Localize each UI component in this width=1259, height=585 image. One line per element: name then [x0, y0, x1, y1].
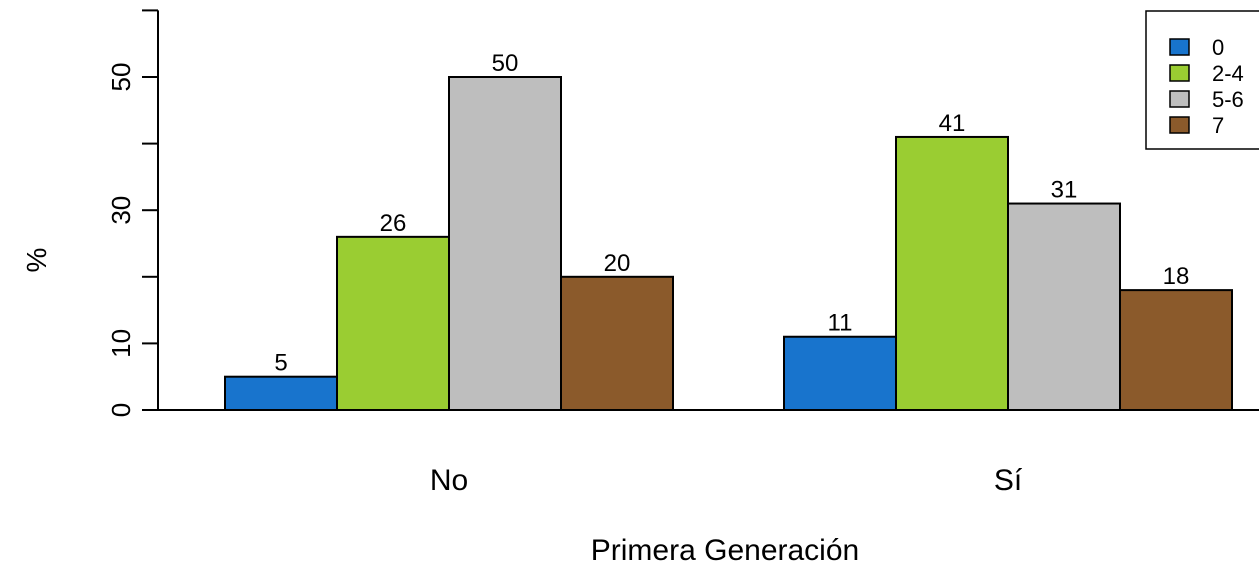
- legend-swatch: [1169, 90, 1190, 108]
- bar-2-4-Sí: [895, 135, 1009, 411]
- legend-swatch: [1169, 38, 1190, 56]
- legend-label: 5-6: [1212, 87, 1244, 112]
- bar-7-No: [560, 275, 674, 411]
- y-tick-label: 0: [106, 403, 136, 417]
- y-tick-label: 30: [106, 196, 136, 225]
- bar-7-Sí: [1119, 289, 1233, 411]
- legend-box: [1145, 10, 1259, 150]
- bar-0-No: [224, 375, 338, 412]
- y-axis-label: %: [21, 248, 52, 273]
- legend-swatch: [1169, 64, 1190, 82]
- bar-2-4-No: [336, 235, 450, 411]
- bar-value-label: 41: [939, 110, 966, 137]
- x-category-labels: No Sí: [430, 464, 1023, 497]
- x-category-label: No: [430, 464, 468, 497]
- bar-value-label: 20: [604, 250, 631, 277]
- legend: 02-45-67: [1145, 10, 1259, 150]
- bar-value-label: 5: [274, 350, 287, 377]
- y-tick-label: 50: [106, 63, 136, 92]
- bar-value-label: 18: [1163, 263, 1190, 290]
- y-axis: 0 10 30 50: [106, 9, 159, 417]
- x-category-label: Sí: [994, 464, 1023, 497]
- bar-value-label: 11: [828, 310, 853, 337]
- bar-value-label: 31: [1051, 177, 1078, 204]
- legend-label: 7: [1212, 113, 1224, 138]
- legend-label: 2-4: [1212, 61, 1244, 86]
- y-tick-label: 10: [106, 329, 136, 358]
- x-axis-label: Primera Generación: [591, 534, 859, 567]
- legend-swatch: [1169, 116, 1190, 134]
- bar-5-6-No: [448, 76, 562, 411]
- bars-layer: [224, 76, 1233, 412]
- bar-value-label: 50: [492, 50, 519, 77]
- bar-0-Sí: [783, 335, 897, 411]
- legend-label: 0: [1212, 35, 1224, 60]
- bar-value-label: 26: [380, 210, 407, 237]
- bar-labels-layer: 5 11 26 41 50 31 20 18: [274, 50, 1189, 377]
- bar-5-6-Sí: [1007, 202, 1121, 411]
